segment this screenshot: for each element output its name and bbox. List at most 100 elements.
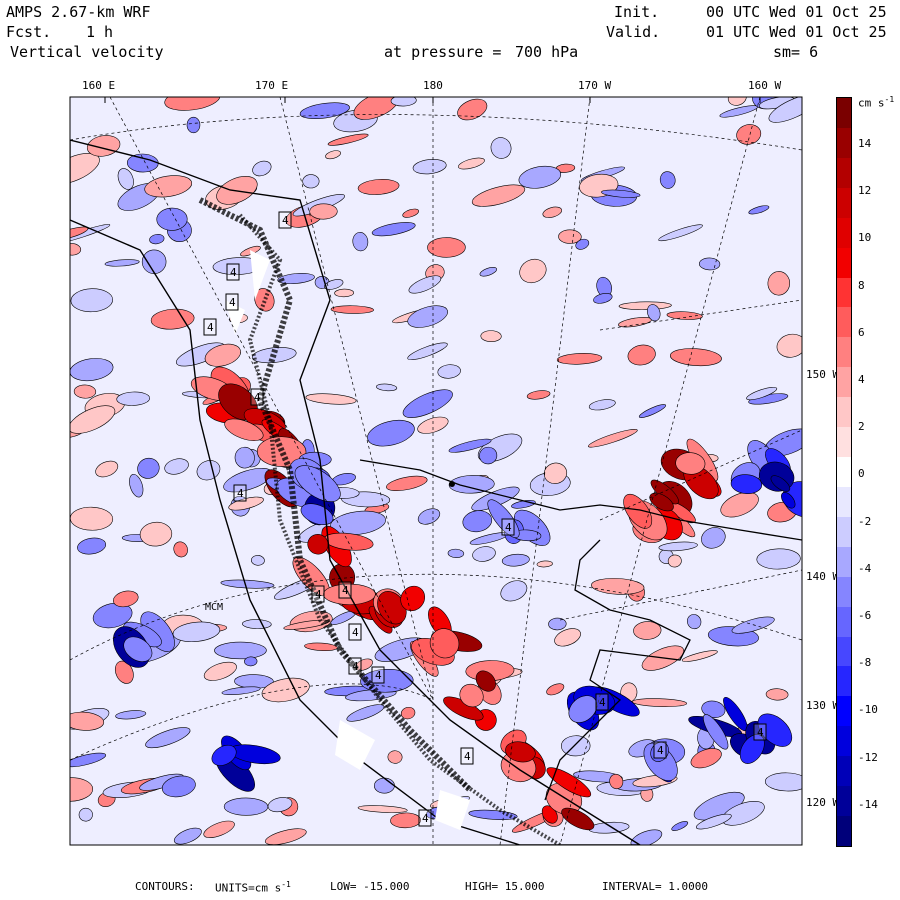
velocity-contour — [459, 683, 484, 708]
velocity-contour — [560, 735, 591, 757]
velocity-contour — [373, 777, 395, 794]
contour-label-box — [595, 693, 609, 711]
velocity-contour — [448, 438, 492, 453]
velocity-contour — [591, 578, 645, 595]
velocity-contour — [294, 465, 341, 503]
lon-ticks — [104, 97, 761, 103]
velocity-contour — [150, 308, 195, 330]
contour-label-box — [233, 484, 247, 502]
velocity-contour — [633, 621, 662, 640]
velocity-contour — [407, 305, 448, 328]
velocity-contour — [601, 189, 641, 198]
colorbar-segment — [837, 666, 851, 697]
colorbar-segment — [837, 786, 851, 817]
velocity-contour — [669, 348, 722, 367]
velocity-contour — [666, 311, 703, 320]
contour-label-text: 4 — [464, 750, 471, 763]
colorbar-segment — [837, 726, 851, 757]
velocity-contour — [770, 475, 791, 492]
contour-label-box — [203, 318, 217, 336]
velocity-contour — [145, 727, 191, 749]
velocity-contour — [623, 493, 653, 529]
contour-label-text: 4 — [237, 487, 244, 500]
velocity-contour — [671, 821, 689, 831]
velocity-contour — [70, 243, 82, 256]
velocity-contour — [302, 174, 320, 189]
velocity-contour — [267, 797, 293, 813]
velocity-contour — [173, 541, 188, 558]
contour-label-box — [250, 388, 264, 406]
velocity-contour — [587, 429, 638, 448]
velocity-contour — [687, 614, 702, 630]
velocity-contour — [417, 416, 449, 434]
footer-units: UNITS=cm s-1 — [215, 880, 291, 895]
velocity-contour — [203, 661, 237, 681]
velocity-contour — [144, 175, 193, 198]
velocity-contour — [402, 389, 453, 418]
velocity-contour — [203, 820, 235, 838]
velocity-contour — [593, 293, 613, 304]
contour-label-box — [653, 741, 667, 759]
velocity-contour — [221, 686, 261, 696]
velocity-contour — [223, 797, 269, 816]
colorbar-tick-label: 0 — [858, 467, 865, 481]
colorbar-tick-label: -6 — [858, 609, 872, 622]
velocity-contour — [228, 496, 264, 511]
level-label: at pressure = — [384, 43, 502, 61]
velocity-contour — [123, 636, 153, 662]
contour-label-box — [338, 581, 352, 599]
ice-shelf-edge — [359, 459, 802, 541]
velocity-contour — [126, 153, 159, 173]
velocity-contour — [78, 807, 93, 822]
velocity-contour — [70, 752, 107, 768]
contour-label-box — [501, 518, 515, 536]
velocity-contour — [526, 390, 551, 400]
velocity-contour — [408, 275, 442, 294]
contour-label-box — [418, 809, 432, 827]
init-value: 00 UTC Wed 01 Oct 25 — [706, 3, 887, 21]
velocity-contour — [164, 458, 189, 475]
colorbar-segment — [837, 157, 851, 189]
velocity-contour — [490, 137, 512, 159]
velocity-contour — [324, 279, 344, 290]
velocity-contour — [632, 698, 687, 707]
velocity-contour — [568, 695, 598, 723]
mountain-contours — [198, 197, 473, 793]
velocity-contour — [542, 206, 563, 218]
colorbar-segment — [837, 307, 851, 338]
contour-label-box — [348, 657, 362, 675]
velocity-contour — [137, 457, 160, 479]
contour-label-text: 4 — [599, 696, 606, 709]
coastline — [544, 539, 691, 801]
velocity-contour — [220, 579, 275, 589]
velocity-contour — [305, 393, 357, 405]
colorbar-tick-label: -12 — [858, 750, 878, 764]
velocity-contour — [575, 238, 590, 250]
lat-label-150w: 150 W — [806, 368, 840, 381]
contour-label-box — [311, 585, 325, 603]
footer-interval: INTERVAL= 1.0000 — [602, 880, 708, 893]
colorbar-segment — [837, 546, 851, 578]
footer-low: LOW= -15.000 — [330, 880, 410, 893]
station-marker — [449, 481, 455, 487]
colorbar-segment — [837, 756, 851, 787]
forecast-value: 1 h — [86, 23, 114, 41]
contour-label-text: 4 — [505, 521, 512, 534]
velocity-contour — [776, 333, 802, 358]
velocity-contour — [161, 775, 196, 798]
colorbar-tick-label: 4 — [858, 373, 865, 386]
velocity-contour — [556, 353, 603, 365]
contour-label-text: 4 — [352, 660, 359, 673]
velocity-contour — [720, 492, 759, 518]
colorbar-units: cm s-1 — [858, 95, 895, 110]
velocity-contour — [244, 656, 258, 667]
place-label: MCM — [205, 602, 223, 613]
velocity-contour — [390, 812, 422, 829]
velocity-contour — [781, 492, 796, 509]
velocity-contour — [690, 748, 722, 769]
velocity-contour — [658, 541, 698, 552]
velocity-contour — [114, 660, 134, 684]
velocity-contour — [471, 184, 526, 207]
colorbar-tick-label: 10 — [858, 231, 872, 245]
contour-label-box — [348, 623, 362, 641]
